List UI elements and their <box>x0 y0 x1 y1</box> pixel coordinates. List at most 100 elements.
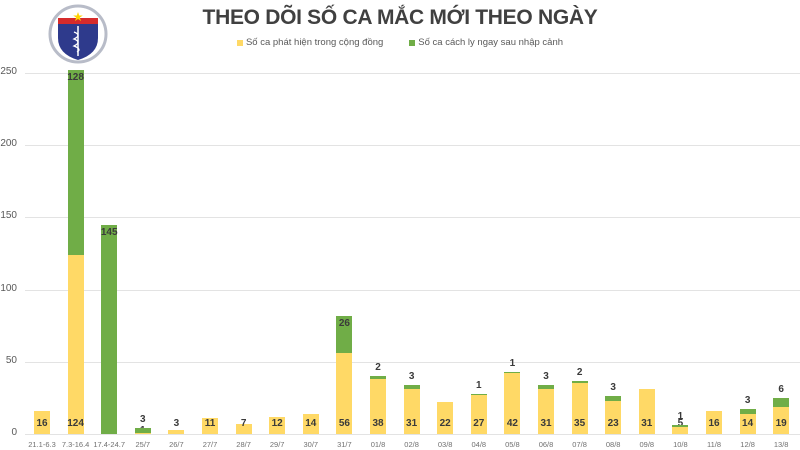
data-label: 1 <box>509 357 516 369</box>
x-axis-tick-label: 01/8 <box>370 440 386 449</box>
y-axis-tick-label: 100 <box>0 283 17 294</box>
x-axis-tick-label: 25/7 <box>135 440 151 449</box>
x-axis-tick-label: 31/7 <box>337 440 352 449</box>
x-axis-tick-label: 30/7 <box>303 440 319 449</box>
x-axis-tick-label: 13/8 <box>773 440 789 449</box>
data-label: 1 <box>677 411 684 423</box>
data-label: 31 <box>641 418 653 429</box>
legend-label: Số ca cách ly ngay sau nhập cảnh <box>418 37 564 48</box>
segment-community <box>370 379 386 434</box>
data-label: 3 <box>744 395 751 407</box>
x-axis-tick-label: 7.3-16.4 <box>61 440 90 449</box>
data-label: 124 <box>67 418 84 429</box>
segment-community <box>538 389 554 434</box>
data-label: 23 <box>607 418 619 429</box>
segment-quarantine <box>67 70 84 255</box>
segment-quarantine <box>605 396 622 401</box>
segment-community <box>605 400 622 434</box>
segment-community <box>638 389 655 434</box>
segment-community <box>739 413 756 434</box>
data-label: 35 <box>574 418 586 429</box>
segment-community <box>403 389 420 434</box>
data-label: 3 <box>173 418 180 429</box>
segment-quarantine <box>538 384 554 390</box>
segment-quarantine <box>370 376 386 380</box>
data-label: 26 <box>338 317 350 329</box>
x-axis-tick-label: 10/8 <box>673 440 688 449</box>
x-axis-tick-label: 17.4-24.7 <box>93 440 126 449</box>
data-label: 128 <box>67 72 84 84</box>
data-label: 3 <box>543 370 549 382</box>
segment-quarantine <box>134 428 151 433</box>
segment-community <box>235 423 252 434</box>
data-label: 31 <box>406 418 418 429</box>
data-label: 42 <box>506 418 518 429</box>
y-axis-tick-label: 0 <box>11 427 17 438</box>
gridline <box>25 290 800 291</box>
segment-community <box>672 426 689 434</box>
data-label: 56 <box>338 418 350 429</box>
x-axis-tick-label: 09/8 <box>639 440 655 449</box>
x-axis-tick-label: 02/8 <box>404 440 419 449</box>
segment-community <box>706 410 722 434</box>
data-label: 27 <box>473 418 485 429</box>
legend-item-quarantine: Số ca cách ly ngay sau nhập cảnh <box>409 37 563 48</box>
segment-quarantine <box>571 380 588 384</box>
segment-community <box>302 413 319 434</box>
x-axis-tick-label: 21.1-6.3 <box>28 440 56 449</box>
data-label: 16 <box>708 418 720 429</box>
data-label: 16 <box>36 418 48 429</box>
data-label: 2 <box>375 362 381 374</box>
segment-community <box>773 406 790 434</box>
data-label: 14 <box>305 418 317 429</box>
segment-quarantine <box>336 315 353 354</box>
data-label: 14 <box>742 418 754 429</box>
segment-community <box>202 418 218 434</box>
y-axis-tick-label: 250 <box>0 66 17 77</box>
gridline <box>25 434 800 435</box>
data-label: 3 <box>408 370 415 382</box>
segment-community <box>336 353 353 434</box>
segment-quarantine <box>773 397 790 407</box>
y-axis-tick-label: 200 <box>0 138 17 149</box>
segment-quarantine <box>739 409 756 414</box>
data-label: 2 <box>576 366 583 378</box>
segment-community <box>168 429 185 434</box>
x-axis-tick-label: 07/8 <box>572 440 587 449</box>
data-label: 31 <box>540 418 552 429</box>
segment-quarantine <box>672 425 689 427</box>
segment-community <box>134 432 151 435</box>
x-axis-tick-label: 26/7 <box>169 440 184 449</box>
data-label: 3 <box>140 414 146 426</box>
data-label: 12 <box>271 418 283 429</box>
x-axis-tick-label: 28/7 <box>236 440 251 449</box>
x-axis-tick-label: 11/8 <box>706 440 722 449</box>
segment-community <box>437 402 454 434</box>
segment-quarantine <box>101 224 118 434</box>
segment-quarantine <box>403 384 420 390</box>
segment-community <box>470 395 487 434</box>
gridline <box>25 362 800 363</box>
x-axis-tick-label: 03/8 <box>437 440 453 449</box>
data-label: 3 <box>610 382 616 394</box>
data-label: 7 <box>240 418 247 429</box>
segment-community <box>34 410 50 434</box>
x-axis-tick-label: 05/8 <box>505 440 520 449</box>
x-axis-tick-label: 29/7 <box>269 440 285 449</box>
data-label: 1 <box>476 379 482 391</box>
legend-label: Số ca phát hiện trong cộng đồng <box>245 37 384 48</box>
x-axis-tick-label: 06/8 <box>538 440 554 449</box>
data-label: 19 <box>775 418 787 429</box>
x-axis-tick-label: 27/7 <box>202 440 218 449</box>
legend: Số ca phát hiện trong cộng đồng Số ca cá… <box>0 37 800 48</box>
x-axis-tick-label: 08/8 <box>605 440 621 449</box>
data-label: 5 <box>677 418 684 429</box>
x-axis-tick-label: 12/8 <box>740 440 755 449</box>
data-label: 38 <box>372 418 384 429</box>
gridline <box>25 217 800 218</box>
gridline <box>25 145 800 146</box>
legend-item-community: Số ca phát hiện trong cộng đồng <box>236 37 384 48</box>
segment-quarantine <box>470 393 487 396</box>
segment-community <box>67 254 84 434</box>
